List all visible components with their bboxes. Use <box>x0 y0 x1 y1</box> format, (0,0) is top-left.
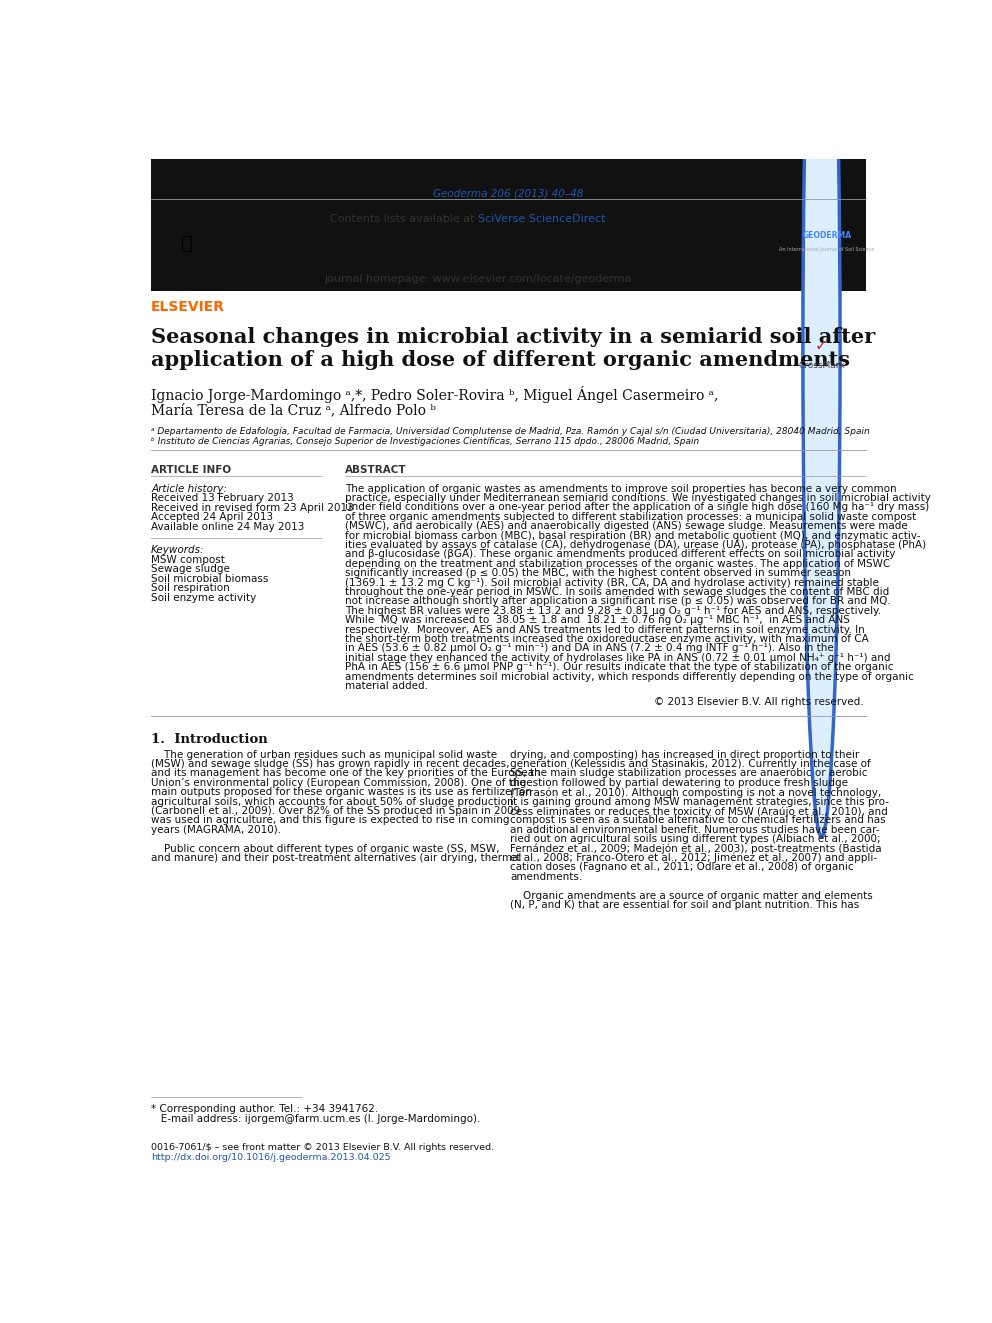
Text: Geoderma 206 (2013) 40–48: Geoderma 206 (2013) 40–48 <box>434 188 583 198</box>
Text: ᵃ Departamento de Edafología, Facultad de Farmacia, Universidad Complutense de M: ᵃ Departamento de Edafología, Facultad d… <box>151 427 870 437</box>
Text: for microbial biomass carbon (MBC), basal respiration (BR) and metabolic quotien: for microbial biomass carbon (MBC), basa… <box>345 531 921 541</box>
Text: Seasonal changes in microbial activity in a semiarid soil after: Seasonal changes in microbial activity i… <box>151 327 875 347</box>
Text: generation (Kelessidis and Stasinakis, 2012). Currently in the case of: generation (Kelessidis and Stasinakis, 2… <box>510 759 871 769</box>
Text: ✓: ✓ <box>815 339 828 353</box>
Text: An International Journal of Soil Science: An International Journal of Soil Science <box>780 247 875 253</box>
Text: Received 13 February 2013: Received 13 February 2013 <box>151 493 294 503</box>
Text: practice, especially under Mediterranean semiarid conditions. We investigated ch: practice, especially under Mediterranean… <box>345 493 930 503</box>
Text: main outputs proposed for these organic wastes is its use as fertilizer on: main outputs proposed for these organic … <box>151 787 532 798</box>
Text: Soil microbial biomass: Soil microbial biomass <box>151 574 269 583</box>
Text: was used in agriculture, and this figure is expected to rise in coming: was used in agriculture, and this figure… <box>151 815 510 826</box>
Text: digestion followed by partial dewatering to produce fresh sludge: digestion followed by partial dewatering… <box>510 778 848 787</box>
Text: amendments determines soil microbial activity, which responds differently depend: amendments determines soil microbial act… <box>345 672 914 681</box>
Text: Soil enzyme activity: Soil enzyme activity <box>151 593 256 603</box>
FancyBboxPatch shape <box>789 0 866 202</box>
Text: of three organic amendments subjected to different stabilization processes: a mu: of three organic amendments subjected to… <box>345 512 917 521</box>
Text: respectively.  Moreover, AES and ANS treatments led to different patterns in soi: respectively. Moreover, AES and ANS trea… <box>345 624 865 635</box>
FancyBboxPatch shape <box>225 198 789 288</box>
Text: cation doses (Fagnano et al., 2011; Odlare et al., 2008) of organic: cation doses (Fagnano et al., 2011; Odla… <box>510 863 853 872</box>
Text: 1.  Introduction: 1. Introduction <box>151 733 268 746</box>
Text: MSW compost: MSW compost <box>151 554 225 565</box>
Text: Geoderma: Geoderma <box>399 242 558 269</box>
Text: material added.: material added. <box>345 681 428 691</box>
Text: initial stage they enhanced the activity of hydrolases like PA in ANS (0.72 ± 0.: initial stage they enhanced the activity… <box>345 652 891 663</box>
Text: not increase although shortly after application a significant rise (p ≤ 0.05) wa: not increase although shortly after appl… <box>345 597 891 606</box>
Text: cess eliminates or reduces the toxicity of MSW (Araújo et al., 2010), and: cess eliminates or reduces the toxicity … <box>510 806 888 816</box>
Text: E-mail address: ijorgem@farm.ucm.es (I. Jorge-Mardomingo).: E-mail address: ijorgem@farm.ucm.es (I. … <box>151 1114 480 1125</box>
Text: years (MAGRAMA, 2010).: years (MAGRAMA, 2010). <box>151 824 282 835</box>
Text: (MSW) and sewage sludge (SS) has grown rapidly in recent decades,: (MSW) and sewage sludge (SS) has grown r… <box>151 759 510 769</box>
Text: Contents lists available at: Contents lists available at <box>330 214 478 224</box>
Text: agricultural soils, which accounts for about 50% of sludge production: agricultural soils, which accounts for a… <box>151 796 514 807</box>
Text: http://dx.doi.org/10.1016/j.geoderma.2013.04.025: http://dx.doi.org/10.1016/j.geoderma.201… <box>151 1152 391 1162</box>
Text: (MSWC), and aerobically (AES) and anaerobically digested (ANS) sewage sludge. Me: (MSWC), and aerobically (AES) and anaero… <box>345 521 908 532</box>
Text: compost is seen as a suitable alternative to chemical fertilizers and has: compost is seen as a suitable alternativ… <box>510 815 886 826</box>
Text: drying, and composting) has increased in direct proportion to their: drying, and composting) has increased in… <box>510 750 859 759</box>
Text: SS, the main sludge stabilization processes are anaerobic or aerobic: SS, the main sludge stabilization proces… <box>510 769 867 778</box>
Text: (1369.1 ± 13.2 mg C kg⁻¹). Soil microbial activity (BR, CA, DA and hydrolase act: (1369.1 ± 13.2 mg C kg⁻¹). Soil microbia… <box>345 578 879 587</box>
Text: amendments.: amendments. <box>510 872 582 882</box>
Text: (Carbonell et al., 2009). Over 82% of the SS produced in Spain in 2009: (Carbonell et al., 2009). Over 82% of th… <box>151 806 521 816</box>
Text: application of a high dose of different organic amendments: application of a high dose of different … <box>151 349 850 369</box>
FancyBboxPatch shape <box>151 0 222 202</box>
Text: an additional environmental benefit. Numerous studies have been car-: an additional environmental benefit. Num… <box>510 824 880 835</box>
Text: and manure) and their post-treatment alternatives (air drying, thermal: and manure) and their post-treatment alt… <box>151 853 522 863</box>
Text: The highest BR values were 23.88 ± 13.2 and 9.28 ± 0.81 μg O₂ g⁻¹ h⁻¹ for AES an: The highest BR values were 23.88 ± 13.2 … <box>345 606 881 615</box>
Text: Article history:: Article history: <box>151 484 227 493</box>
FancyBboxPatch shape <box>151 0 866 291</box>
Text: The application of organic wastes as amendments to improve soil properties has b: The application of organic wastes as ame… <box>345 484 897 493</box>
Text: et al., 2008; Franco-Otero et al., 2012; Jiménez et al., 2007) and appli-: et al., 2008; Franco-Otero et al., 2012;… <box>510 853 877 864</box>
Ellipse shape <box>803 0 840 836</box>
Text: Soil respiration: Soil respiration <box>151 583 230 594</box>
Text: * Corresponding author. Tel.: +34 3941762.: * Corresponding author. Tel.: +34 394176… <box>151 1105 378 1114</box>
Text: © 2013 Elsevier B.V. All rights reserved.: © 2013 Elsevier B.V. All rights reserved… <box>655 696 864 706</box>
Text: ARTICLE INFO: ARTICLE INFO <box>151 466 231 475</box>
Text: and its management has become one of the key priorities of the European: and its management has become one of the… <box>151 769 541 778</box>
Text: 🌲: 🌲 <box>181 234 192 253</box>
Text: Received in revised form 23 April 2013: Received in revised form 23 April 2013 <box>151 503 354 512</box>
Text: While  MQ was increased to  38.05 ± 1.8 and  18.21 ± 0.76 ng O₂ μg⁻¹ MBC h⁻¹,  i: While MQ was increased to 38.05 ± 1.8 an… <box>345 615 850 626</box>
Text: The generation of urban residues such as municipal solid waste: The generation of urban residues such as… <box>151 750 497 759</box>
Text: GEODERMA: GEODERMA <box>803 232 851 241</box>
Text: ried out on agricultural soils using different types (Albiach et al., 2000;: ried out on agricultural soils using dif… <box>510 835 881 844</box>
Text: (Tarrasón et al., 2010). Although composting is not a novel technology,: (Tarrasón et al., 2010). Although compos… <box>510 787 881 798</box>
Text: Public concern about different types of organic waste (SS, MSW,: Public concern about different types of … <box>151 844 500 853</box>
Text: the short-term both treatments increased the oxidoreductase enzyme activity, wit: the short-term both treatments increased… <box>345 634 869 644</box>
Text: María Teresa de la Cruz ᵃ, Alfredo Polo ᵇ: María Teresa de la Cruz ᵃ, Alfredo Polo … <box>151 404 436 418</box>
Text: journal homepage: www.elsevier.com/locate/geoderma: journal homepage: www.elsevier.com/locat… <box>324 274 632 284</box>
Text: (N, P, and K) that are essential for soil and plant nutrition. This has: (N, P, and K) that are essential for soi… <box>510 900 859 910</box>
Text: Organic amendments are a source of organic matter and elements: Organic amendments are a source of organ… <box>510 890 873 901</box>
Text: depending on the treatment and stabilization processes of the organic wastes. Th: depending on the treatment and stabiliza… <box>345 558 890 569</box>
Text: Ignacio Jorge-Mardomingo ᵃ,*, Pedro Soler-Rovira ᵇ, Miguel Ángel Casermeiro ᵃ,: Ignacio Jorge-Mardomingo ᵃ,*, Pedro Sole… <box>151 386 718 404</box>
Text: under field conditions over a one-year period after the application of a single : under field conditions over a one-year p… <box>345 503 930 512</box>
Text: Accepted 24 April 2013: Accepted 24 April 2013 <box>151 512 273 523</box>
Text: in AES (53.6 ± 0.82 μmol O₂ g⁻¹ min⁻¹) and DA in ANS (7.2 ± 0.4 mg INTF g⁻¹ h⁻¹): in AES (53.6 ± 0.82 μmol O₂ g⁻¹ min⁻¹) a… <box>345 643 833 654</box>
Text: PhA in AES (156 ± 6.6 μmol PNP g⁻¹ h⁻¹). Our results indicate that the type of s: PhA in AES (156 ± 6.6 μmol PNP g⁻¹ h⁻¹).… <box>345 663 894 672</box>
Text: throughout the one-year period in MSWC. In soils amended with sewage sludges the: throughout the one-year period in MSWC. … <box>345 587 889 597</box>
Text: Sewage sludge: Sewage sludge <box>151 564 230 574</box>
Text: ᵇ Instituto de Ciencias Agrarias, Consejo Superior de Investigaciones Científica: ᵇ Instituto de Ciencias Agrarias, Consej… <box>151 438 699 446</box>
FancyBboxPatch shape <box>791 0 863 213</box>
Text: and β-glucosidase (βGA). These organic amendments produced different effects on : and β-glucosidase (βGA). These organic a… <box>345 549 895 560</box>
Text: ities evaluated by assays of catalase (CA), dehydrogenase (DA), urease (UA), pro: ities evaluated by assays of catalase (C… <box>345 540 926 550</box>
Text: Keywords:: Keywords: <box>151 545 204 556</box>
Text: it is gaining ground among MSW management strategies, since this pro-: it is gaining ground among MSW managemen… <box>510 796 889 807</box>
Text: Fernández et al., 2009; Madejón et al., 2003), post-treatments (Bastida: Fernández et al., 2009; Madejón et al., … <box>510 844 882 855</box>
Text: Available online 24 May 2013: Available online 24 May 2013 <box>151 521 305 532</box>
Text: SciVerse ScienceDirect: SciVerse ScienceDirect <box>478 214 606 224</box>
Text: ELSEVIER: ELSEVIER <box>151 300 225 314</box>
Text: Union’s environmental policy (European Commission, 2008). One of the: Union’s environmental policy (European C… <box>151 778 526 787</box>
Text: CrossMark: CrossMark <box>799 361 845 370</box>
Text: 0016-7061/$ – see front matter © 2013 Elsevier B.V. All rights reserved.: 0016-7061/$ – see front matter © 2013 El… <box>151 1143 494 1152</box>
Text: significantly increased (p ≤ 0.05) the MBC, with the highest content observed in: significantly increased (p ≤ 0.05) the M… <box>345 569 851 578</box>
Text: ABSTRACT: ABSTRACT <box>345 466 407 475</box>
